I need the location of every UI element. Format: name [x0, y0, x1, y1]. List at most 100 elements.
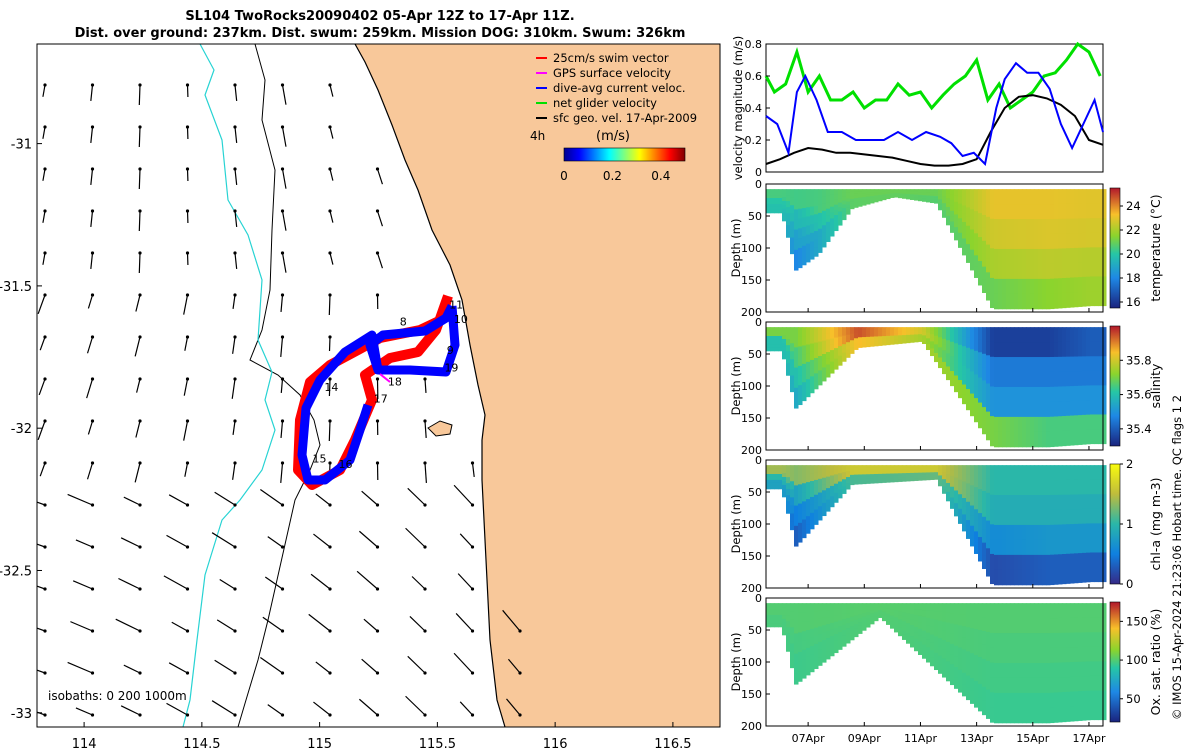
heatmap-cell [866, 192, 871, 196]
heatmap-cell [862, 332, 867, 336]
heatmap-cell [974, 531, 979, 543]
heatmap-cell [874, 603, 879, 606]
heatmap-cell [842, 348, 847, 354]
heatmap-cell [874, 189, 879, 192]
legend-label: sfc geo. vel. 17-Apr-2009 [553, 111, 697, 125]
heatmap-cell [870, 197, 875, 200]
heatmap-cell [862, 620, 867, 624]
heatmap-cell [994, 569, 999, 586]
heatmap-cell [838, 360, 843, 366]
land-area [355, 44, 720, 727]
heatmap-cell [926, 466, 931, 470]
heatmap-cell [1018, 219, 1023, 235]
heatmap-cell [990, 401, 995, 417]
heatmap-cell [774, 195, 779, 199]
heatmap-cell [966, 687, 971, 701]
heatmap-cell [842, 624, 847, 631]
waypoint-label: 8 [400, 316, 407, 329]
heatmap-cell [998, 372, 1003, 388]
heatmap-cell [798, 336, 803, 347]
colorbar-tick: 2 [1126, 457, 1133, 471]
heatmap-cell [862, 337, 867, 341]
heatmap-cell [1086, 356, 1091, 372]
heatmap-cell [1002, 293, 1007, 310]
heatmap-cell [1014, 510, 1019, 526]
heatmap-cell [802, 501, 807, 511]
heatmap-cell [982, 529, 987, 544]
heatmap-cell [798, 238, 803, 249]
heatmap-cell [786, 603, 791, 610]
heatmap-cell [1082, 603, 1087, 619]
heatmap-cell [878, 193, 883, 196]
heatmap-cell [798, 375, 803, 386]
heatmap-cell [1034, 204, 1039, 220]
current-arrow-head [233, 461, 237, 465]
heatmap-cell [822, 333, 827, 342]
heatmap-cell [1074, 706, 1079, 722]
heatmap-cell [1086, 276, 1091, 292]
heatmap-cell [1006, 569, 1011, 586]
heatmap-cell [962, 672, 967, 685]
heatmap-cell [918, 474, 923, 477]
heatmap-cell [906, 197, 911, 200]
heatmap-cell [906, 330, 911, 334]
heatmap-cell [778, 338, 783, 343]
heatmap-cell [930, 634, 935, 643]
heatmap-cell [894, 189, 899, 191]
heatmap-cell [786, 333, 791, 340]
heatmap-cell [1066, 203, 1071, 220]
heatmap-cell [802, 528, 807, 539]
heatmap-cell [846, 345, 851, 351]
heatmap-cell [898, 339, 903, 342]
heatmap-cell [1002, 372, 1007, 388]
heatmap-cell [890, 475, 895, 479]
heatmap-cell [930, 199, 935, 202]
heatmap-cell [1038, 293, 1043, 310]
heatmap-cell [878, 604, 883, 608]
heatmap-cell [770, 606, 775, 610]
velocity-series-line [764, 41, 1102, 111]
heatmap-cell [882, 191, 887, 194]
heatmap-cell [1082, 356, 1087, 372]
current-arrow-head [375, 209, 380, 213]
heatmap-cell [898, 191, 903, 193]
heatmap-cell [770, 209, 775, 214]
current-arrow [329, 84, 334, 97]
heatmap-cell [838, 485, 843, 491]
current-arrow [329, 168, 334, 181]
heatmap-cell [854, 202, 859, 206]
heatmap-cell [962, 189, 967, 198]
heatmap-cell [794, 377, 799, 389]
heatmap-cell [1062, 341, 1067, 358]
heatmap-cell [870, 469, 875, 473]
heatmap-cell [854, 624, 859, 629]
heatmap-cell [810, 197, 815, 208]
heatmap-cell [790, 351, 795, 360]
heatmap-cell [898, 337, 903, 340]
heatmap-cell [906, 332, 911, 336]
heatmap-cell [1070, 632, 1075, 648]
heatmap-cell [890, 194, 895, 196]
heatmap-cell [810, 189, 815, 199]
heatmap-cell [974, 233, 979, 245]
heatmap-cell [846, 603, 851, 609]
heatmap-cell [1002, 278, 1007, 295]
heatmap-cell [1046, 554, 1051, 571]
heatmap-cell [1034, 662, 1039, 679]
heatmap-cell [1030, 465, 1035, 481]
heatmap-cell [774, 209, 779, 214]
heatmap-cell [1090, 632, 1095, 648]
heatmap-cell [1078, 553, 1083, 569]
heatmap-cell [1038, 189, 1043, 205]
heatmap-cell [906, 473, 911, 476]
heatmap-cell [842, 344, 847, 349]
heatmap-cell [886, 329, 891, 332]
heatmap-cell [834, 479, 839, 485]
heatmap-cell [1046, 633, 1051, 649]
heatmap-cell [914, 191, 919, 194]
heatmap-cell [946, 202, 951, 208]
heatmap-cell [1090, 291, 1095, 307]
heatmap-cell [978, 352, 983, 366]
current-arrow-head [375, 503, 380, 507]
